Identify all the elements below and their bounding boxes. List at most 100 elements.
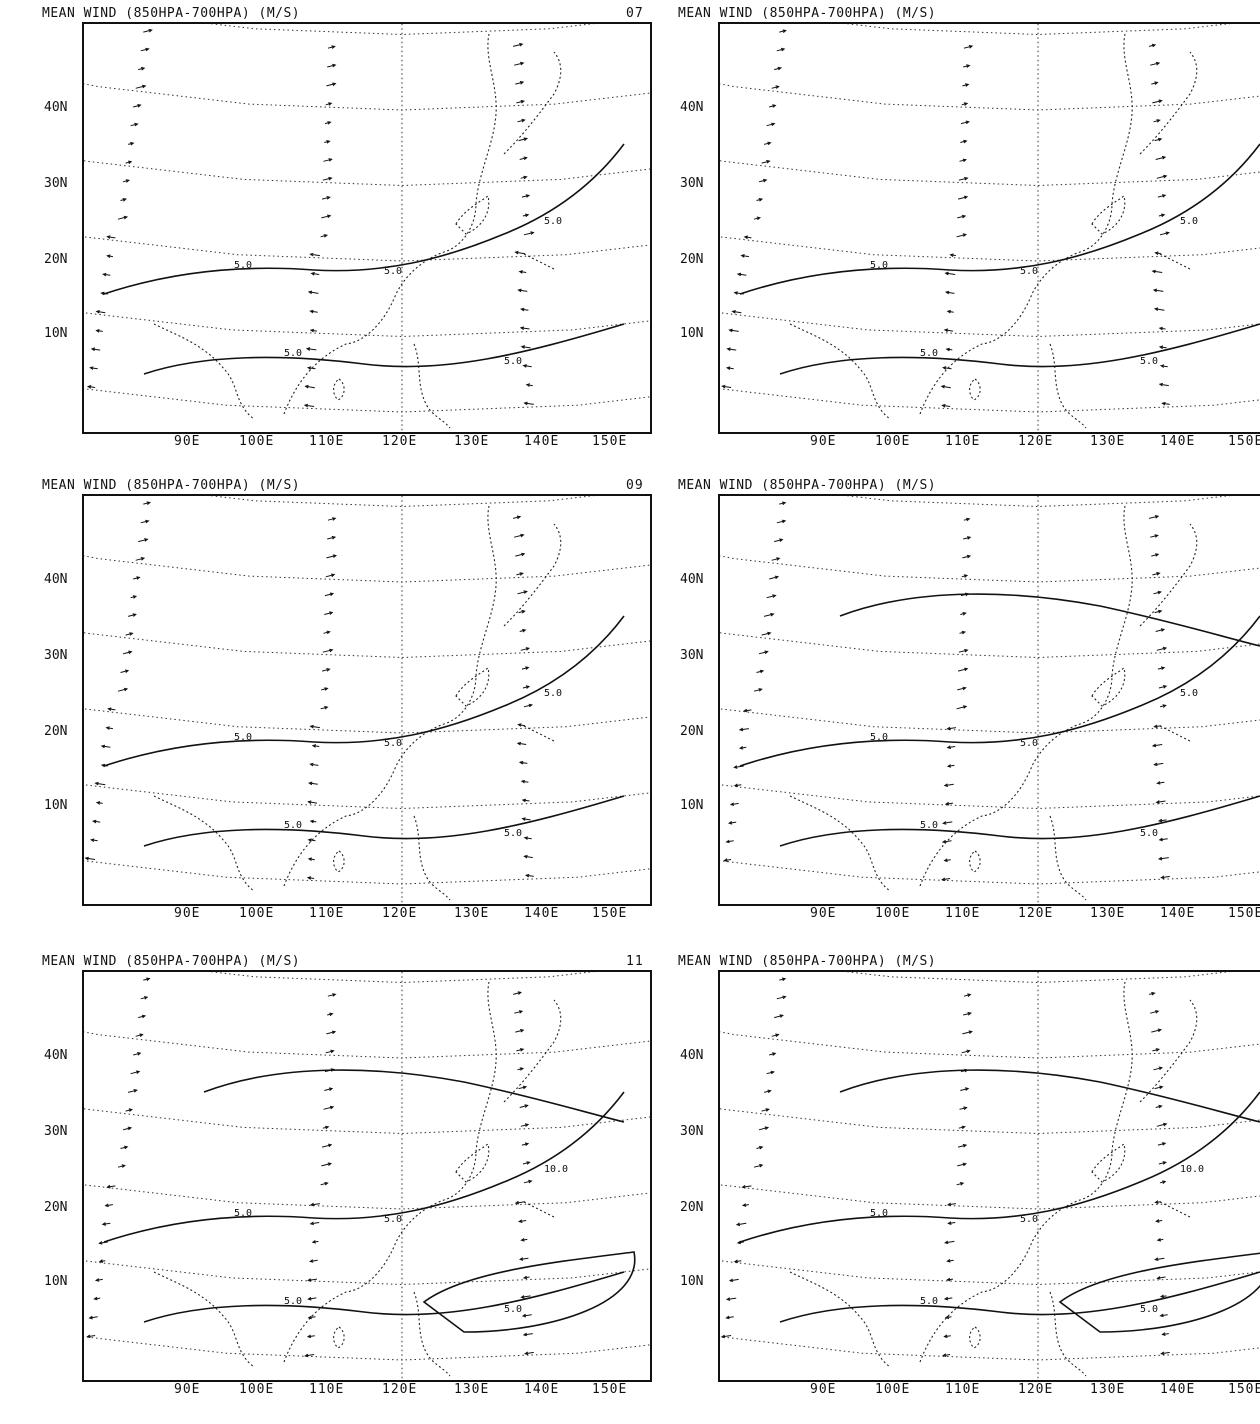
wind-arrow [322, 1125, 330, 1130]
coastline [413, 343, 451, 429]
wind-arrow [1155, 1219, 1163, 1223]
longitude-label: 90E [810, 906, 837, 921]
wind-arrow [1153, 307, 1165, 312]
latitude-line [84, 236, 650, 262]
map-frame: 5.0 5.0 10.0 5.0 5.0 [82, 970, 652, 1382]
wind-arrow [763, 141, 772, 146]
longitude-label: 150E [592, 434, 628, 449]
wind-arrow [122, 179, 131, 183]
wind-arrow [321, 196, 331, 200]
wind-arrow [958, 1125, 966, 1130]
wind-arrow [723, 858, 732, 862]
longitude-label: 110E [309, 434, 345, 449]
wind-arrow [725, 366, 734, 371]
wind-vector-field [84, 501, 534, 880]
longitude-label: 140E [524, 906, 560, 921]
wind-arrow [721, 384, 732, 389]
coastline [919, 981, 1133, 1363]
wind-arrow [741, 1203, 749, 1207]
latitude-line [209, 24, 595, 36]
latitude-label: 20N [44, 252, 68, 267]
wind-arrow [515, 552, 526, 557]
coastline [1049, 815, 1087, 901]
wind-arrow [125, 1108, 133, 1112]
wind-arrow [944, 801, 954, 806]
wind-arrow [515, 1028, 525, 1033]
wind-arrow [961, 574, 969, 578]
latitude-line [845, 496, 1231, 508]
wind-arrow [309, 724, 320, 729]
wind-arrow [327, 517, 337, 521]
coastline [1049, 343, 1087, 429]
coastline [333, 378, 345, 401]
wind-arrow [327, 993, 337, 997]
wind-arrow [1150, 534, 1159, 538]
map-frame: 5.0 5.0 5.0 5.0 5.0 [82, 22, 652, 434]
wind-arrow [518, 137, 529, 142]
wind-arrow [140, 996, 149, 1000]
wind-arrow [92, 819, 101, 824]
wind-arrow [521, 1142, 530, 1146]
longitude-label: 140E [1160, 1382, 1196, 1397]
wind-arrow [520, 1123, 530, 1127]
wind-arrow [941, 877, 951, 882]
wind-arrow [309, 819, 317, 824]
wind-arrow [1161, 1332, 1169, 1336]
wind-arrow [130, 595, 138, 599]
wind-arrow [1152, 99, 1163, 104]
map-panel: MEAN WIND (850HPA-700HPA) (M/S) 11 5.0 5.0 1… [40, 954, 660, 1424]
wind-vector-field [721, 29, 1170, 408]
wind-arrow [941, 839, 952, 844]
contour-label: 5.0 [1180, 216, 1198, 227]
wind-arrow [306, 1278, 318, 1282]
longitude-label: 100E [875, 434, 911, 449]
wind-arrow [1157, 666, 1166, 670]
wind-arrow [753, 1163, 764, 1168]
wind-arrow [310, 271, 320, 276]
longitude-label: 120E [382, 434, 418, 449]
wind-arrow [769, 1052, 777, 1056]
wind-arrow [738, 745, 747, 750]
wind-arrow [523, 1179, 533, 1184]
wind-arrow [1148, 515, 1160, 519]
wind-arrow [958, 176, 969, 181]
wind-arrow [1158, 213, 1166, 218]
coastline [413, 815, 451, 901]
panel-month: 07 [626, 6, 644, 21]
wind-arrow [320, 705, 329, 710]
longitude-label: 150E [1228, 906, 1260, 921]
wind-arrow [95, 329, 103, 333]
wind-arrow [957, 686, 967, 691]
wind-arrow [309, 1202, 320, 1207]
wind-arrow [961, 102, 969, 106]
wind-arrow [736, 272, 747, 277]
map-panel: MEAN WIND (850HPA-700HPA) (M/S) 07 5.0 5.0 5… [40, 6, 660, 476]
wind-arrow [522, 685, 531, 689]
wind-arrow [100, 744, 111, 749]
wind-arrow [735, 1222, 747, 1227]
wind-arrow [741, 1184, 752, 1189]
wind-arrow [774, 66, 783, 71]
wind-arrow [1160, 875, 1170, 880]
wind-arrow [84, 856, 96, 861]
wind-arrow [125, 160, 133, 165]
wind-arrow [307, 857, 315, 862]
longitude-label: 130E [1090, 434, 1126, 449]
wind-arrow [321, 214, 332, 219]
wind-arrow [944, 1240, 955, 1245]
wind-arrow [311, 744, 320, 748]
coastline [333, 850, 345, 873]
wind-arrow [309, 252, 320, 257]
wind-arrow [98, 1259, 106, 1263]
wind-arrow [1151, 269, 1163, 274]
map-frame: 5.0 5.0 5.0 5.0 5.0 [82, 494, 652, 906]
latitude-label: 10N [44, 798, 68, 813]
wind-arrow [1158, 837, 1168, 842]
wind-arrow [327, 1012, 334, 1017]
wind-arrow [523, 836, 532, 840]
coastline [1049, 1291, 1087, 1377]
wind-arrow [1151, 743, 1163, 748]
wind-arrow [771, 85, 780, 89]
map-canvas: 5.0 5.0 5.0 5.0 5.0 [84, 496, 650, 904]
latitude-label: 10N [680, 798, 704, 813]
